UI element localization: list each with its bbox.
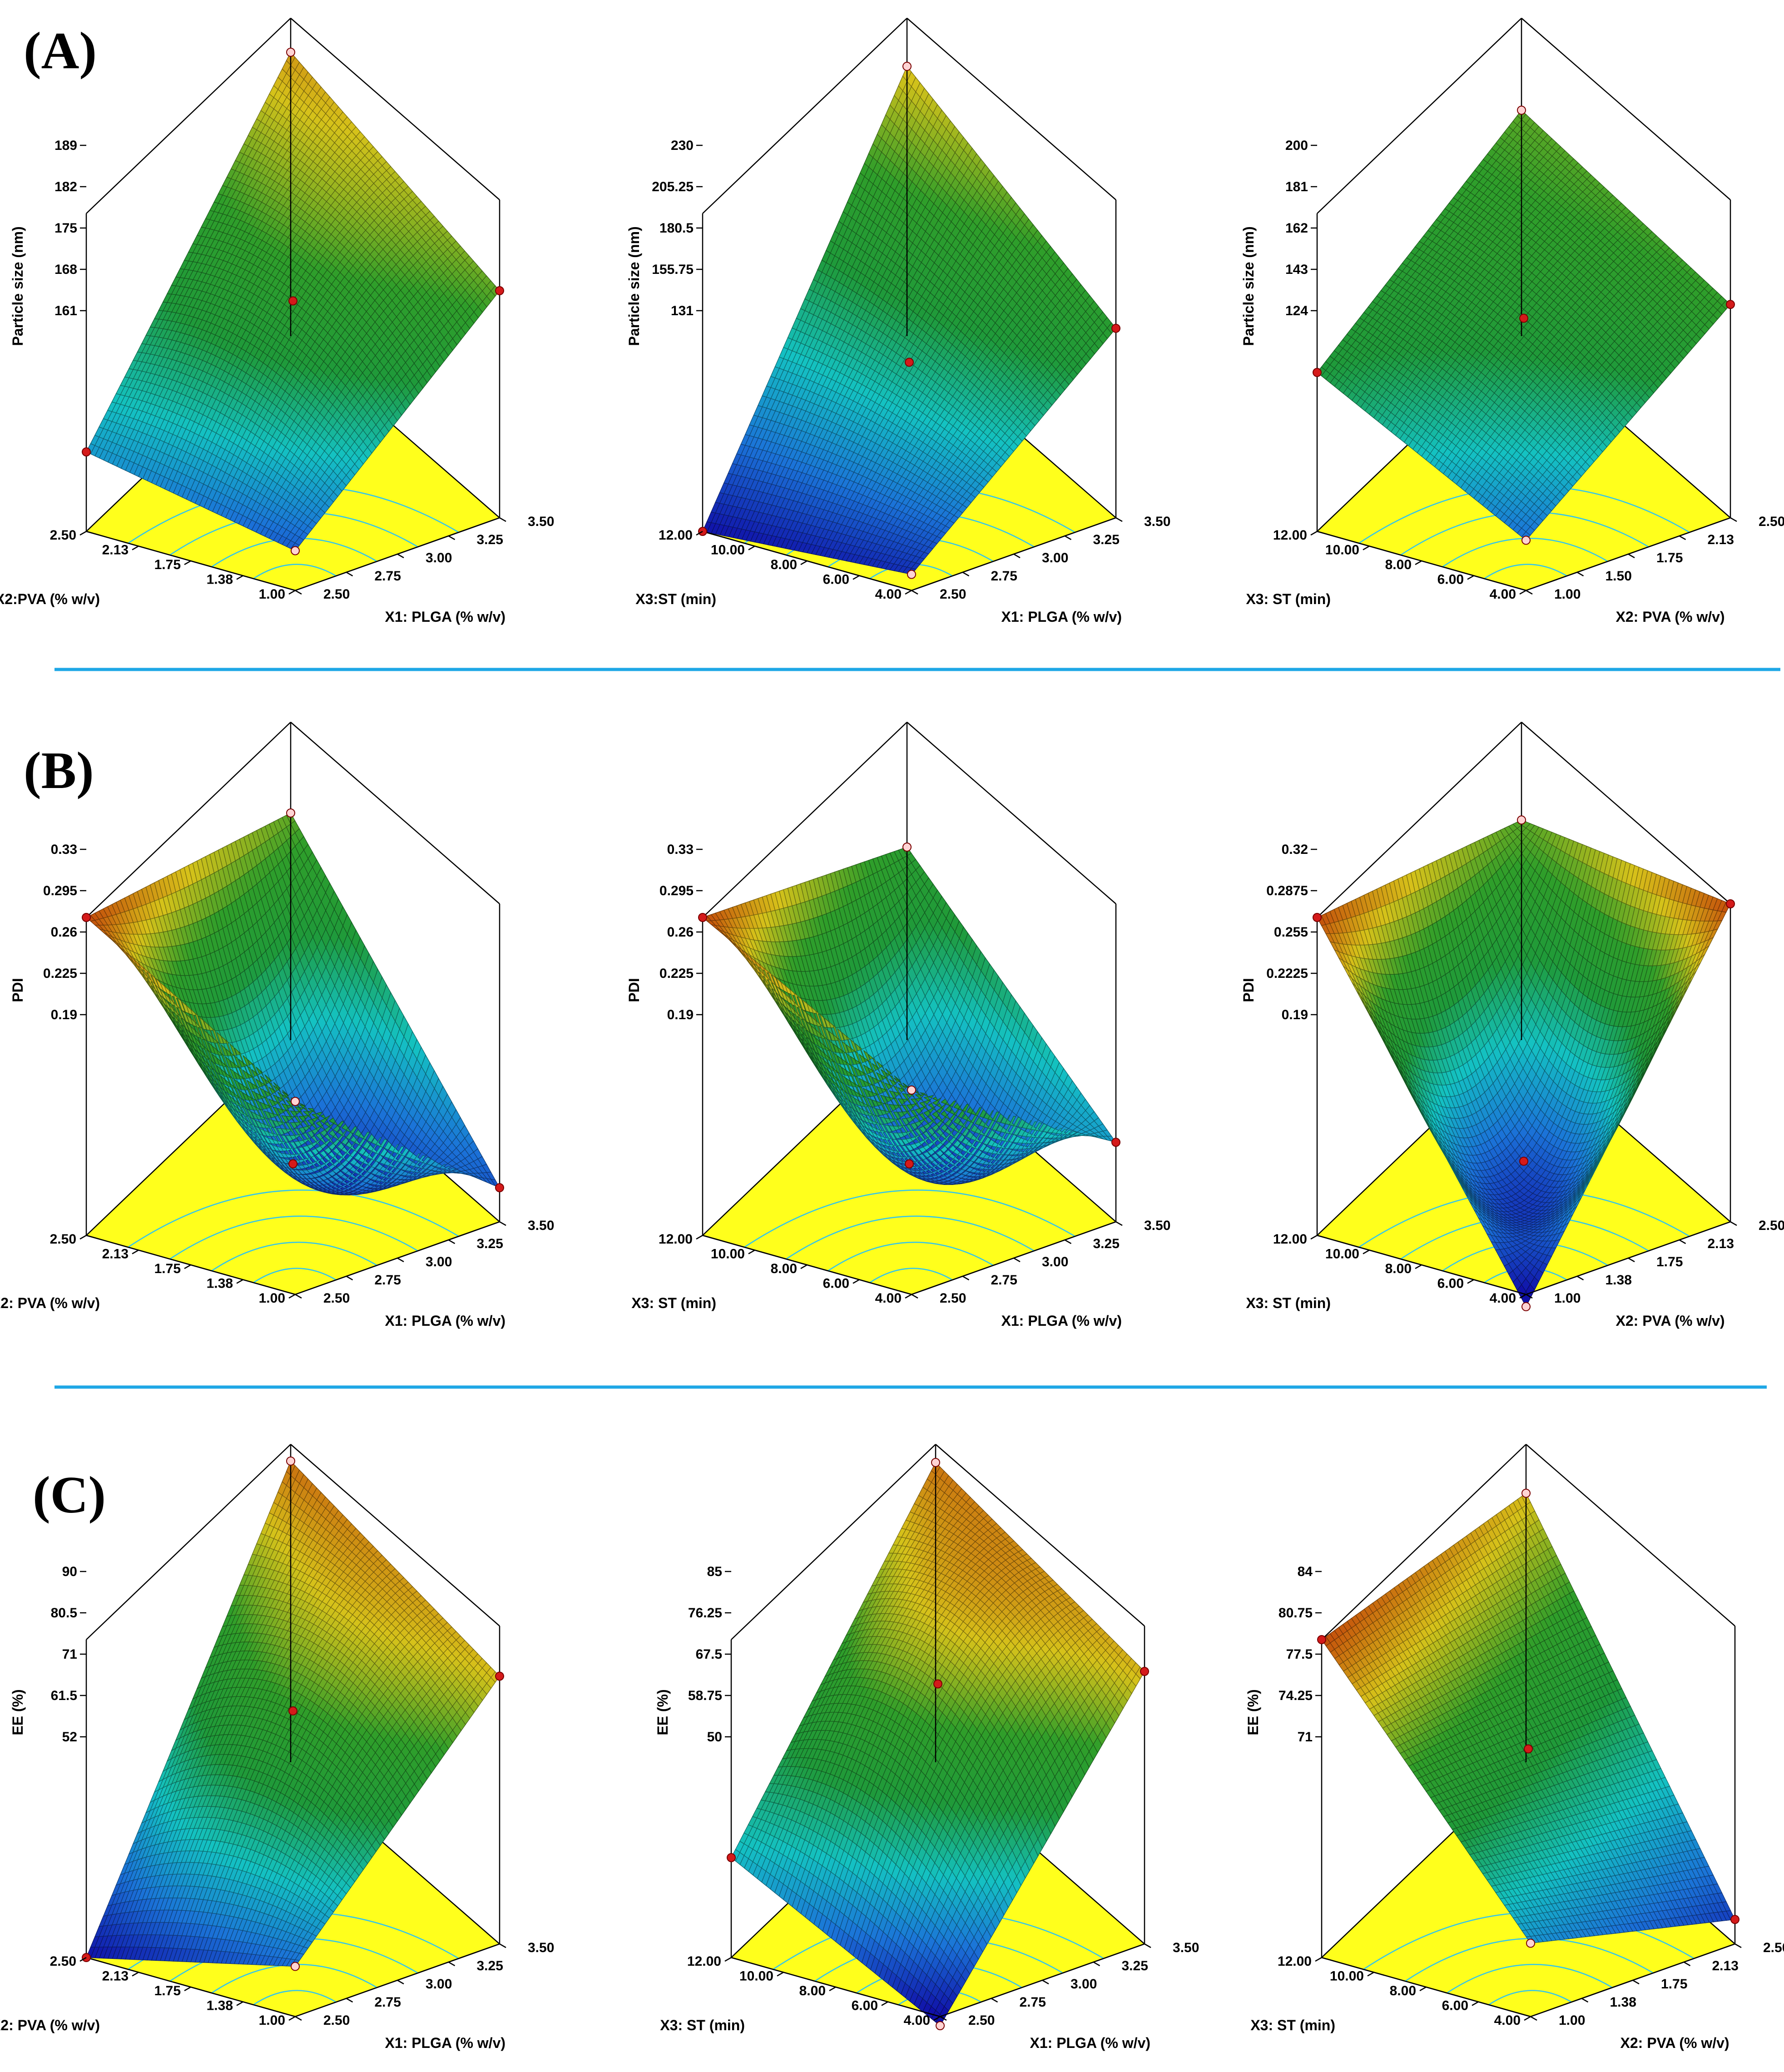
- surface-plot-1: 189 182 175 168 161 Particle size (nm) 2.50 2.7…: [0, 18, 554, 625]
- y-tick: [852, 575, 860, 580]
- z-tick-label: 189: [55, 138, 77, 153]
- z-tick-label: 155.75: [652, 262, 694, 277]
- y-tick: [184, 560, 191, 565]
- design-point: [905, 357, 914, 367]
- z-tick-label: 161: [55, 303, 77, 318]
- z-tick-label: 175: [55, 221, 77, 236]
- z-axis-title: Particle size (nm): [10, 226, 26, 346]
- y-tick: [132, 545, 139, 550]
- x-tick-label: 3.00: [1042, 550, 1068, 565]
- panel-letter: (C): [33, 1466, 106, 1524]
- x-tick-label: 3.00: [426, 550, 452, 565]
- x-tick-label: 3.25: [1093, 532, 1120, 547]
- contour-line: [253, 564, 337, 580]
- x-tick: [1064, 535, 1072, 540]
- design-point: [82, 447, 91, 456]
- x-tick-label: 3.50: [528, 514, 554, 529]
- y-tick: [236, 575, 243, 580]
- x-tick: [1115, 517, 1123, 522]
- y-axis-title: X2:PVA (% w/v): [0, 591, 100, 607]
- z-tick-label: 182: [55, 179, 77, 194]
- y-tick-label: 1.00: [259, 587, 285, 602]
- x-tick: [911, 590, 918, 595]
- z-tick-label: 168: [55, 262, 77, 277]
- x-tick: [962, 571, 970, 577]
- y-tick-label: 2.13: [102, 543, 129, 558]
- response-surface: [86, 51, 500, 551]
- x-tick: [346, 571, 353, 577]
- y-tick: [288, 590, 296, 595]
- y-tick-label: 4.00: [875, 587, 902, 602]
- design-point: [286, 48, 295, 57]
- y-tick-label: 2.50: [50, 528, 76, 543]
- x-tick-label: 2.50: [323, 587, 350, 602]
- y-axis-title: X3:ST (min): [635, 591, 716, 607]
- y-tick: [905, 590, 912, 595]
- x-tick-label: 3.25: [477, 532, 503, 547]
- x-tick: [397, 553, 404, 559]
- z-tick-label: 131: [671, 303, 694, 318]
- y-tick: [748, 545, 755, 550]
- z-tick-label: 205.25: [652, 179, 694, 194]
- y-tick: [79, 530, 87, 536]
- y-tick-label: 8.00: [771, 557, 797, 572]
- plots-layer: (A) (B) (C) 189 182 175 168 161 Particle size (n…: [0, 18, 1784, 2051]
- x-tick: [1013, 553, 1021, 559]
- x-axis-title: X1: PLGA (% w/v): [385, 609, 506, 625]
- design-point: [902, 62, 912, 71]
- z-tick-label: 230: [671, 138, 694, 153]
- design-point: [495, 286, 504, 295]
- design-point: [291, 546, 300, 555]
- x-tick: [295, 590, 302, 595]
- surface-plot-2: 230 205.25 180.5 155.75 131 Particle size (nm…: [626, 18, 1170, 625]
- x-tick-label: 3.50: [1144, 514, 1170, 529]
- x-tick: [448, 535, 456, 540]
- y-tick-label: 1.38: [207, 572, 233, 587]
- x-tick-label: 2.75: [991, 569, 1017, 584]
- design-point: [1111, 323, 1120, 333]
- x-tick-label: 2.75: [375, 569, 401, 584]
- z-tick-label: 180.5: [659, 221, 694, 236]
- y-tick-label: 6.00: [823, 572, 849, 587]
- design-point: [288, 296, 297, 306]
- panel-letter: (A): [24, 22, 97, 80]
- y-tick-label: 10.00: [711, 543, 745, 558]
- y-tick-label: 1.75: [154, 557, 181, 572]
- design-point: [907, 570, 916, 579]
- x-tick: [499, 517, 506, 522]
- y-tick-label: 12.00: [659, 528, 693, 543]
- x-tick-label: 2.50: [940, 587, 966, 602]
- panel-letter: (B): [24, 742, 94, 800]
- z-axis-title: Particle size (nm): [626, 226, 642, 346]
- x-axis-title: X1: PLGA (% w/v): [1001, 609, 1122, 625]
- y-tick: [800, 560, 808, 565]
